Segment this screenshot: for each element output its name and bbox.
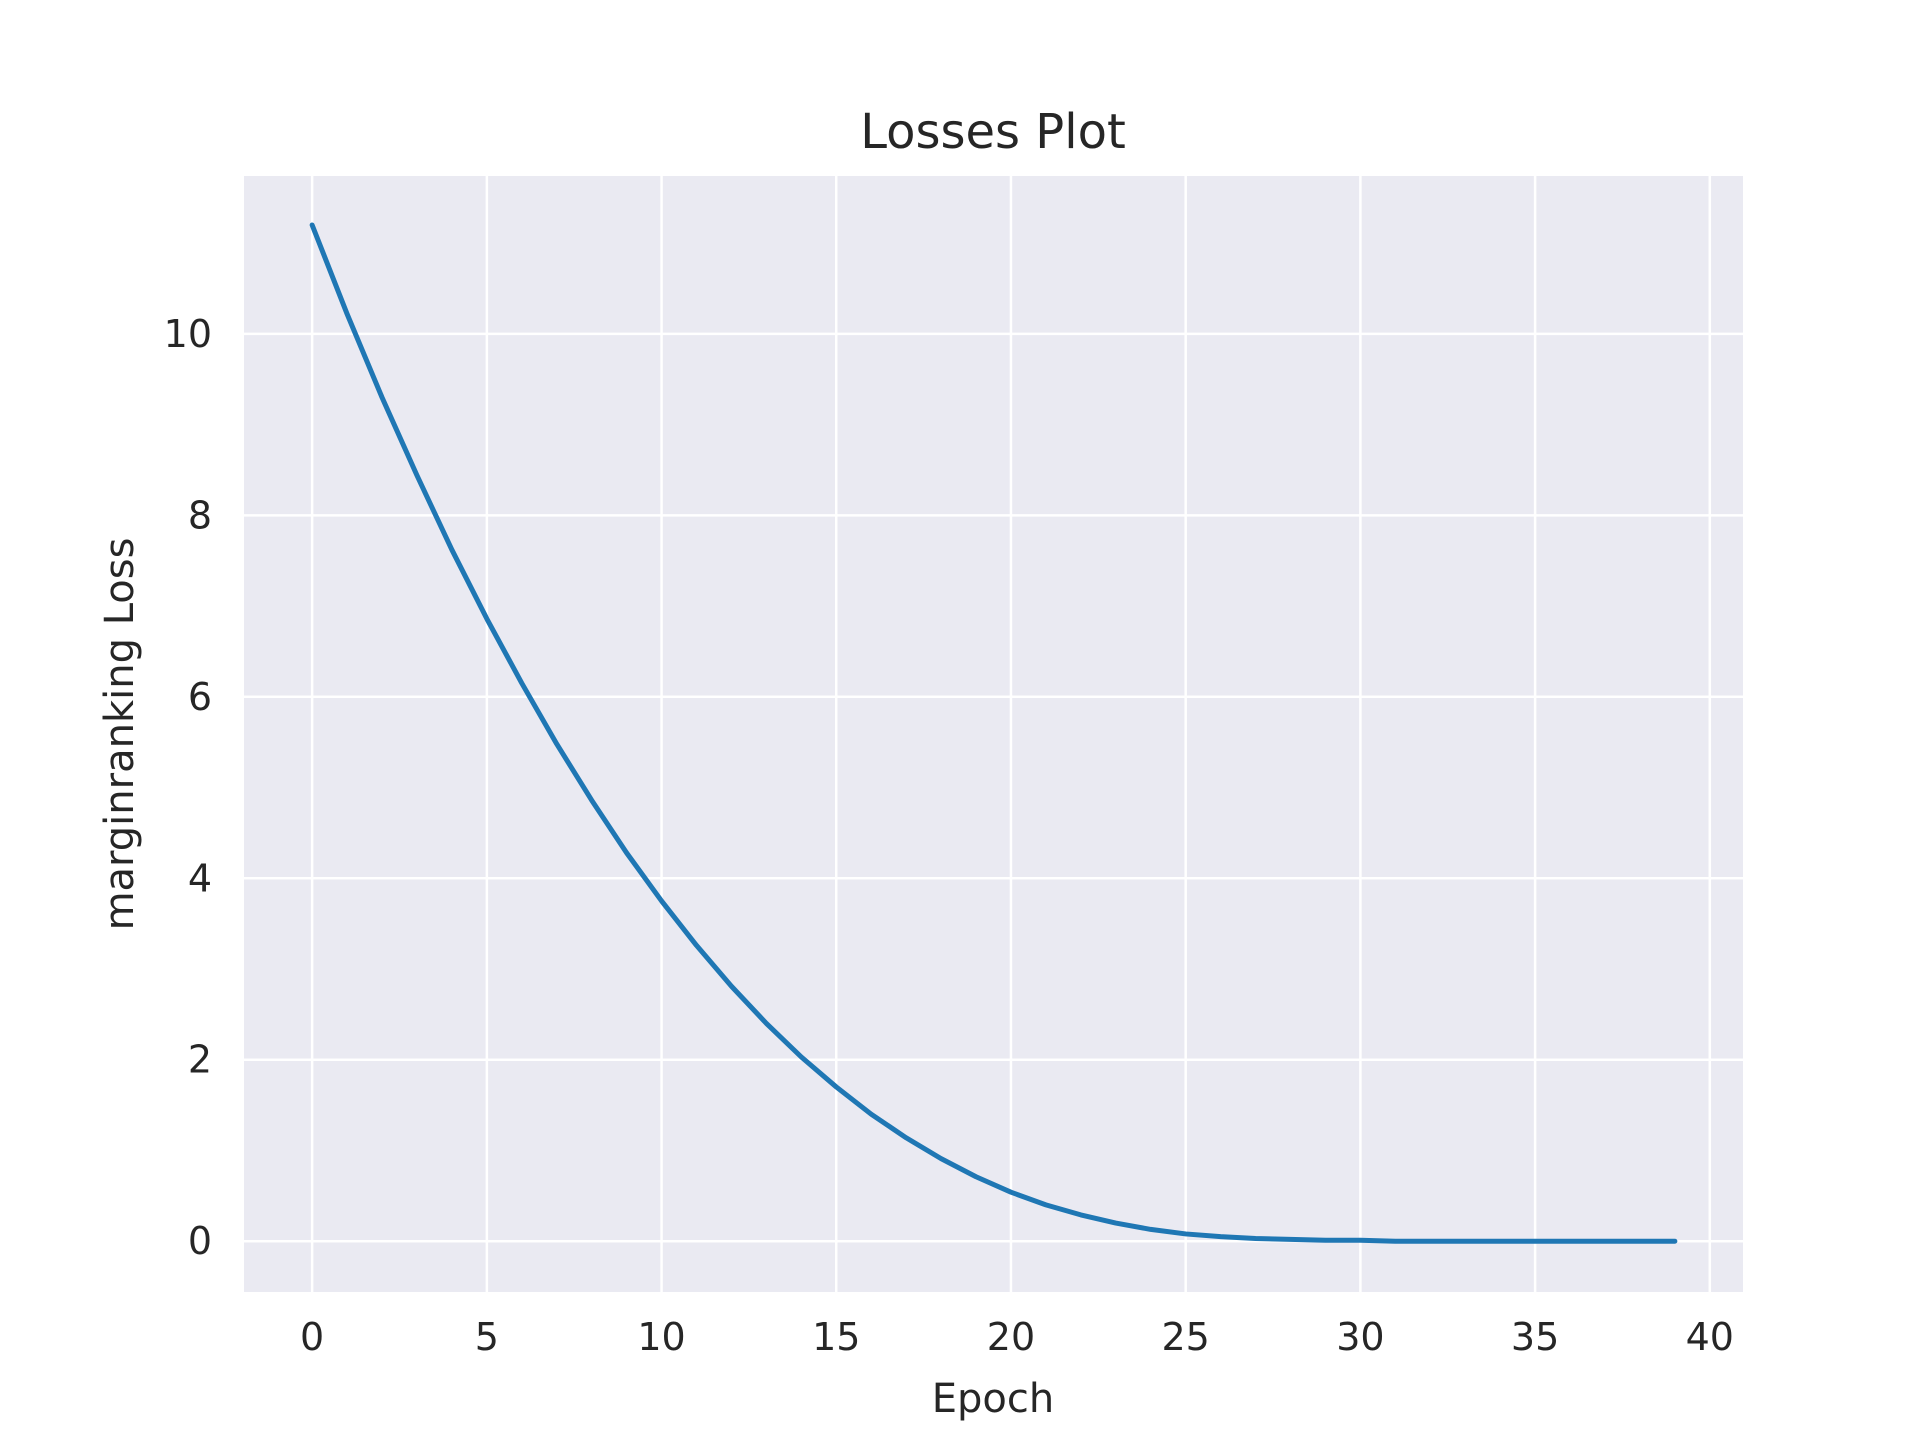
chart-title: Losses Plot <box>860 104 1126 160</box>
x-tick-label: 40 <box>1686 1315 1734 1359</box>
series-layer <box>309 222 1678 1244</box>
grid-lines <box>244 176 1743 1292</box>
y-axis-label: marginranking Loss <box>97 538 143 931</box>
y-tick-label: 8 <box>188 493 212 537</box>
y-tick-label: 10 <box>164 312 212 356</box>
loss-series-line <box>309 222 1678 1244</box>
y-tick-label: 6 <box>188 675 212 719</box>
y-tick-label: 4 <box>188 856 212 900</box>
y-tick-label: 0 <box>188 1219 212 1263</box>
x-tick-label: 30 <box>1336 1315 1384 1359</box>
plot-area <box>244 176 1743 1292</box>
x-tick-label: 35 <box>1511 1315 1559 1359</box>
x-tick-label: 15 <box>812 1315 860 1359</box>
x-tick-label: 20 <box>987 1315 1035 1359</box>
x-tick-label: 10 <box>637 1315 685 1359</box>
x-tick-label: 5 <box>475 1315 499 1359</box>
x-axis-ticks: 0 5 10 15 20 25 30 35 40 <box>300 1315 1734 1359</box>
y-axis-ticks: 0 2 4 6 8 10 <box>164 312 212 1263</box>
x-tick-label: 25 <box>1161 1315 1209 1359</box>
x-axis-label: Epoch <box>932 1376 1054 1422</box>
y-tick-label: 2 <box>188 1038 212 1082</box>
x-tick-label: 0 <box>300 1315 324 1359</box>
